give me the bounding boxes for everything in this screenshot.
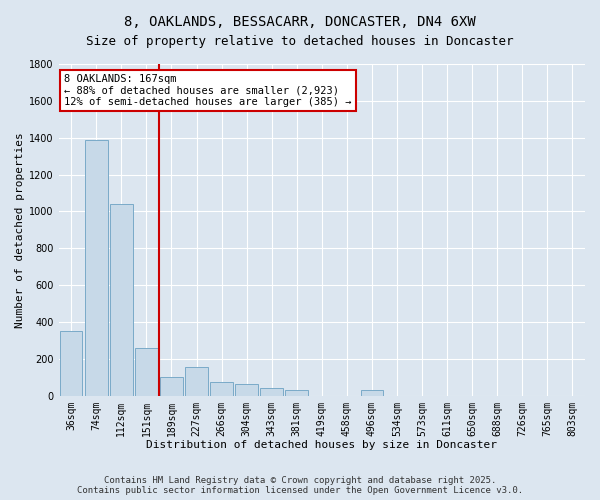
Text: Contains HM Land Registry data © Crown copyright and database right 2025.
Contai: Contains HM Land Registry data © Crown c… <box>77 476 523 495</box>
Bar <box>60 331 82 396</box>
Bar <box>110 204 133 396</box>
Text: 8 OAKLANDS: 167sqm
← 88% of detached houses are smaller (2,923)
12% of semi-deta: 8 OAKLANDS: 167sqm ← 88% of detached hou… <box>64 74 352 107</box>
Bar <box>260 388 283 396</box>
Text: 8, OAKLANDS, BESSACARR, DONCASTER, DN4 6XW: 8, OAKLANDS, BESSACARR, DONCASTER, DN4 6… <box>124 15 476 29</box>
Y-axis label: Number of detached properties: Number of detached properties <box>15 132 25 328</box>
Bar <box>85 140 107 396</box>
X-axis label: Distribution of detached houses by size in Doncaster: Distribution of detached houses by size … <box>146 440 497 450</box>
Bar <box>135 348 158 396</box>
Text: Size of property relative to detached houses in Doncaster: Size of property relative to detached ho… <box>86 35 514 48</box>
Bar <box>286 390 308 396</box>
Bar <box>210 382 233 396</box>
Bar <box>361 390 383 396</box>
Bar <box>185 367 208 396</box>
Bar <box>235 384 258 396</box>
Bar <box>160 378 183 396</box>
